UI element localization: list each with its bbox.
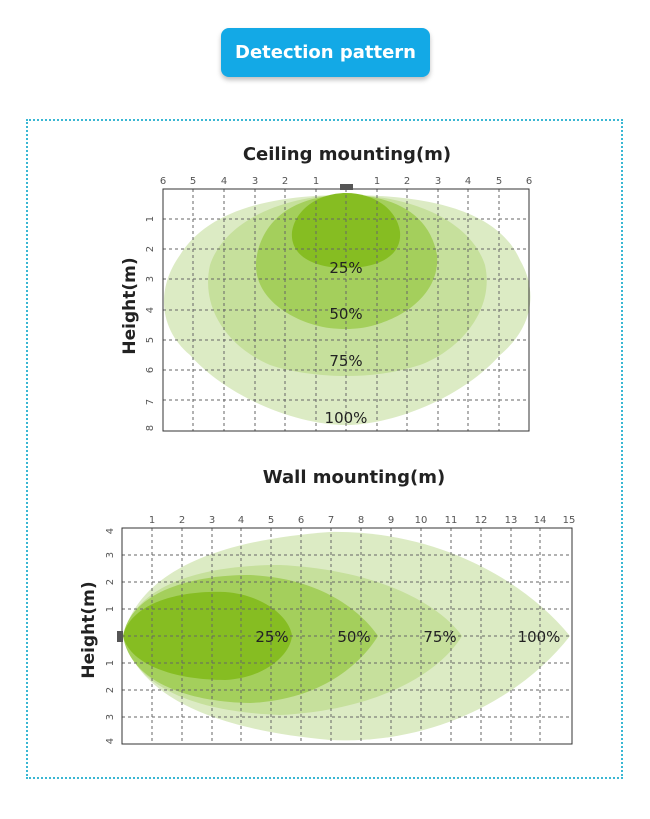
- tick-label: 4: [238, 515, 244, 526]
- tick-label: 5: [190, 176, 196, 187]
- ceiling-sensor: [340, 184, 353, 190]
- tick-label: 1: [105, 660, 116, 666]
- tick-label: 1: [374, 176, 380, 187]
- ceiling-zone-label: 75%: [329, 352, 362, 370]
- wall-zone-label: 50%: [337, 628, 370, 646]
- ceiling-zone-label: 100%: [325, 409, 368, 427]
- wall-zone-label: 100%: [518, 628, 561, 646]
- tick-label: 6: [526, 176, 532, 187]
- tick-label: 13: [505, 515, 518, 526]
- wall-sensor: [117, 631, 123, 642]
- tick-label: 11: [445, 515, 458, 526]
- ceiling-y-axis-label: Height(m): [120, 257, 140, 354]
- ceiling-title: Ceiling mounting(m): [243, 144, 451, 165]
- tick-label: 2: [105, 687, 116, 693]
- tick-label: 2: [105, 579, 116, 585]
- tick-label: 12: [475, 515, 488, 526]
- tick-label: 7: [145, 399, 156, 405]
- tick-label: 7: [328, 515, 334, 526]
- tick-label: 4: [465, 176, 471, 187]
- ceiling-zone-label: 50%: [329, 305, 362, 323]
- tick-label: 2: [282, 176, 288, 187]
- wall-grid: [122, 528, 572, 744]
- tick-label: 6: [145, 367, 156, 373]
- tick-label: 1: [105, 606, 116, 612]
- tick-label: 3: [252, 176, 258, 187]
- tick-label: 3: [105, 714, 116, 720]
- wall-y-ticks: 4 3 2 1 1 2 3 4: [105, 528, 116, 744]
- ceiling-x-ticks: 6 5 4 3 2 1 1 2 3 4 5 6: [160, 176, 532, 187]
- tick-label: 4: [221, 176, 227, 187]
- tick-label: 5: [145, 337, 156, 343]
- tick-label: 1: [149, 515, 155, 526]
- wall-zone-label: 25%: [255, 628, 288, 646]
- tick-label: 1: [145, 216, 156, 222]
- diagram-frame: [26, 119, 623, 779]
- tick-label: 1: [313, 176, 319, 187]
- ceiling-grid: [163, 189, 529, 431]
- tick-label: 5: [268, 515, 274, 526]
- tick-label: 3: [145, 276, 156, 282]
- tick-label: 4: [105, 738, 116, 744]
- tick-label: 3: [435, 176, 441, 187]
- wall-x-ticks: 1 2 3 4 5 6 7 8 9 10 11 12 13 14 15: [149, 515, 576, 526]
- tick-label: 5: [496, 176, 502, 187]
- ceiling-diagram: Ceiling mounting(m): [120, 144, 532, 432]
- tick-label: 10: [415, 515, 428, 526]
- tick-label: 9: [388, 515, 394, 526]
- wall-diagram: Wall mounting(m): [79, 467, 576, 745]
- tick-label: 2: [179, 515, 185, 526]
- wall-y-axis-label: Height(m): [79, 581, 99, 678]
- tick-label: 8: [358, 515, 364, 526]
- tick-label: 4: [105, 528, 116, 534]
- tick-label: 6: [298, 515, 304, 526]
- tick-label: 14: [534, 515, 547, 526]
- tick-label: 6: [160, 176, 166, 187]
- ceiling-zone-label: 25%: [329, 259, 362, 277]
- ceiling-y-ticks: 1 2 3 4 5 6 7 8: [145, 216, 156, 431]
- wall-zone-label: 75%: [423, 628, 456, 646]
- tick-label: 2: [404, 176, 410, 187]
- detection-pattern-title: Detection pattern: [221, 28, 430, 77]
- wall-title: Wall mounting(m): [263, 467, 445, 488]
- tick-label: 3: [105, 552, 116, 558]
- tick-label: 8: [145, 425, 156, 431]
- tick-label: 4: [145, 307, 156, 313]
- tick-label: 2: [145, 246, 156, 252]
- tick-label: 3: [209, 515, 215, 526]
- tick-label: 15: [563, 515, 576, 526]
